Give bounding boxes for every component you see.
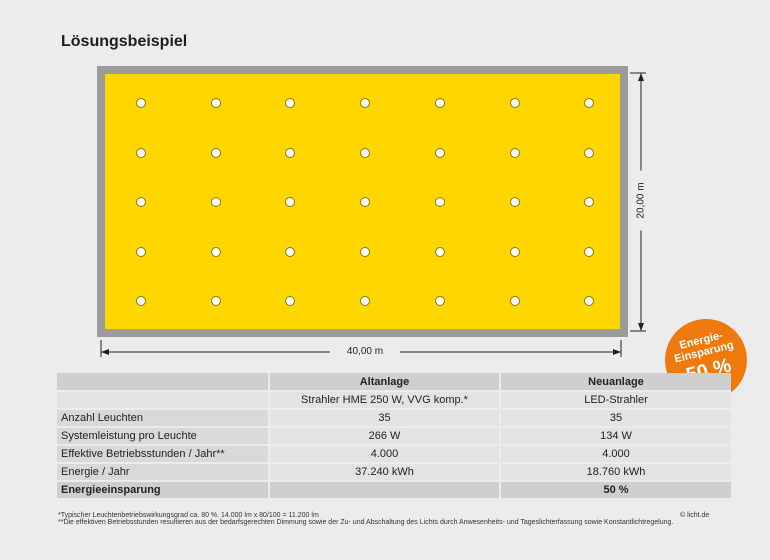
luminaire-marker [434, 197, 445, 207]
floor-area [105, 74, 620, 329]
luminaire-marker [210, 197, 221, 207]
copyright-notice: © licht.de [680, 512, 710, 519]
page-title: Lösungsbeispiel [61, 33, 188, 50]
footnote-2: **Die effektiven Betriebsstunden resulti… [58, 519, 674, 526]
table-row: Systemleistung pro Leuchte 266 W 134 W [57, 427, 731, 446]
table-subheader-cell [57, 391, 270, 410]
luminaire-marker [136, 147, 146, 158]
luminaire-marker [360, 246, 371, 257]
table-header-cell: Altanlage [269, 373, 501, 392]
footnote-1: *Typischer Leuchtenbetriebswirkungsgrad … [58, 512, 319, 519]
luminaire-marker [285, 147, 296, 158]
table-total-row: Energieeinsparung 50 % [57, 481, 731, 500]
luminaire-marker [210, 246, 221, 257]
luminaire-marker [434, 296, 445, 306]
luminaire-marker [136, 197, 146, 207]
luminaire-marker [509, 296, 520, 306]
luminaire-marker [285, 98, 296, 108]
luminaire-marker [584, 246, 595, 257]
luminaire-marker [434, 246, 445, 257]
luminaire-marker [509, 197, 520, 207]
luminaire-marker [210, 98, 221, 108]
table-cell-alt: 35 [269, 409, 501, 428]
luminaire-marker [285, 296, 296, 306]
table-total-neu: 50 % [500, 481, 731, 500]
luminaire-marker [285, 246, 296, 257]
luminaire-marker [509, 98, 520, 108]
table-cell-alt: 266 W [269, 427, 501, 446]
table-subheader-cell: LED-Strahler [500, 391, 731, 410]
table-row: Anzahl Leuchten 35 35 [57, 409, 731, 428]
luminaire-marker [584, 296, 595, 306]
luminaire-marker [360, 296, 371, 306]
table-row: Effektive Betriebsstunden / Jahr** 4.000… [57, 445, 731, 464]
table-cell-neu: 18.760 kWh [500, 463, 731, 482]
table-header-row: Altanlage Neuanlage [57, 373, 731, 392]
height-dimension-label: 20,00 m [635, 170, 647, 231]
luminaire-marker [360, 98, 371, 108]
table-row-label: Anzahl Leuchten [57, 409, 270, 428]
luminaire-marker [136, 296, 146, 306]
luminaire-marker [509, 147, 520, 158]
table-cell-neu: 35 [500, 409, 731, 428]
comparison-table: Altanlage Neuanlage Strahler HME 250 W, … [57, 373, 731, 500]
luminaire-marker [584, 147, 595, 158]
table-row-label: Systemleistung pro Leuchte [57, 427, 270, 446]
table-cell-alt: 37.240 kWh [269, 463, 501, 482]
table-header-cell: Neuanlage [500, 373, 731, 392]
table-row: Energie / Jahr 37.240 kWh 18.760 kWh [57, 463, 731, 482]
luminaire-marker [210, 296, 221, 306]
luminaire-marker [584, 197, 595, 207]
luminaire-marker [584, 98, 595, 108]
table-row-label: Energie / Jahr [57, 463, 270, 482]
table-cell-neu: 4.000 [500, 445, 731, 464]
luminaire-marker [434, 98, 445, 108]
table-cell-neu: 134 W [500, 427, 731, 446]
table-cell-alt: 4.000 [269, 445, 501, 464]
luminaire-marker [210, 147, 221, 158]
luminaire-marker [360, 147, 371, 158]
luminaire-marker [509, 246, 520, 257]
table-subheader-row: Strahler HME 250 W, VVG komp.* LED-Strah… [57, 391, 731, 410]
table-header-cell [57, 373, 270, 392]
table-subheader-cell: Strahler HME 250 W, VVG komp.* [269, 391, 501, 410]
luminaire-marker [136, 98, 146, 108]
floor-plan [97, 66, 628, 337]
luminaire-marker [285, 197, 296, 207]
table-total-alt [269, 481, 501, 500]
luminaire-marker [136, 246, 146, 257]
width-dimension-label: 40,00 m [330, 346, 400, 357]
table-total-label: Energieeinsparung [57, 481, 270, 500]
luminaire-marker [360, 197, 371, 207]
table-row-label: Effektive Betriebsstunden / Jahr** [57, 445, 270, 464]
luminaire-marker [434, 147, 445, 158]
